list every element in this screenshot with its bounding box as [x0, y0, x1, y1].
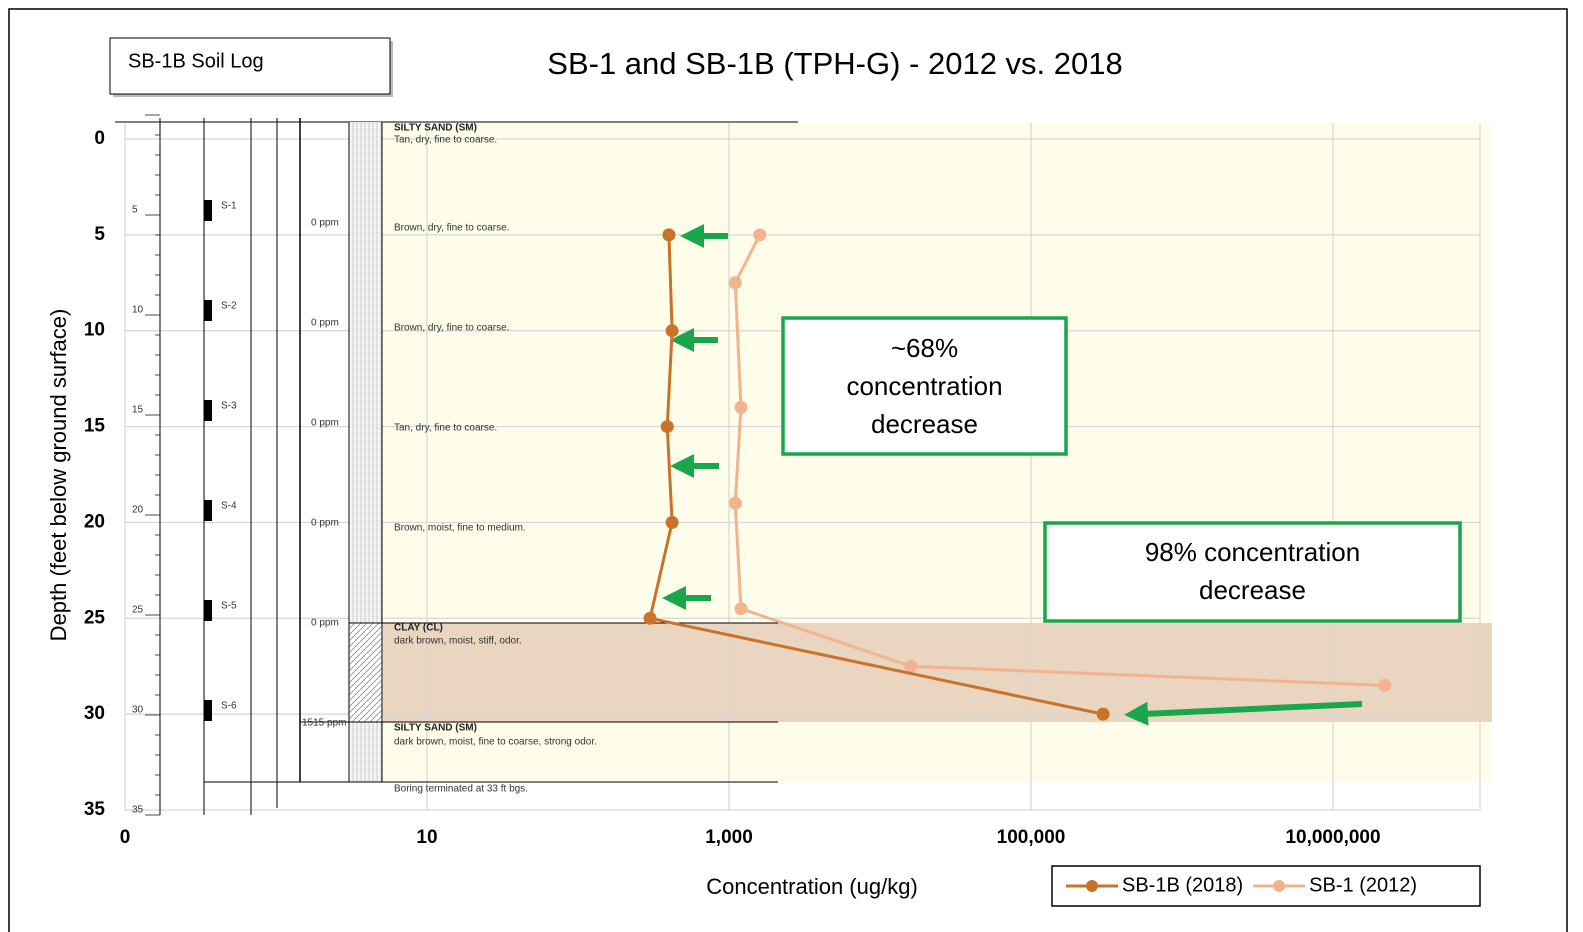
data-point — [734, 602, 748, 616]
data-point — [753, 228, 767, 242]
data-point — [734, 400, 748, 414]
x-tick-label: 10,000,000 — [1285, 827, 1380, 848]
annotation-text: concentration — [846, 371, 1002, 401]
data-point — [643, 611, 657, 625]
series-line — [648, 234, 1104, 716]
sample-label: S-3 — [221, 401, 237, 412]
annotation-text: 98% concentration — [1145, 537, 1360, 567]
log-depth-label: 35 — [132, 805, 144, 816]
log-depth-label: 10 — [132, 305, 144, 316]
legend-swatch — [1273, 880, 1286, 892]
data-point — [662, 228, 676, 242]
sample-ppm: 0 ppm — [311, 518, 339, 529]
soil-description: Tan, dry, fine to coarse. — [394, 135, 497, 146]
y-tick-label: 30 — [84, 703, 105, 724]
data-point — [904, 659, 918, 673]
y-tick-label: 10 — [84, 320, 105, 341]
legend-swatch — [1086, 880, 1098, 892]
soil-description: Brown, dry, fine to coarse. — [394, 223, 509, 234]
annotation-text: decrease — [1199, 575, 1306, 605]
soil-log: 5 10 15 20 25 30 35 S-1 0 ppm S-2 0 ppm S-3 0 ppm S-4… — [115, 114, 798, 816]
sample-ppm: 0 ppm — [311, 618, 339, 629]
sample-ppm: 0 ppm — [311, 318, 339, 329]
frame — [8, 8, 1568, 932]
x-tick-label: 0 — [120, 827, 131, 848]
sample-label: S-4 — [221, 501, 237, 512]
x-tick-label: 10 — [416, 827, 437, 848]
data-point — [665, 324, 679, 338]
soil-description: SILTY SAND (SM) — [394, 123, 477, 134]
soil-description: Brown, moist, fine to medium. — [394, 523, 526, 534]
sample-marker — [204, 300, 212, 321]
log-depth-label: 5 — [132, 205, 138, 216]
sample-marker — [204, 400, 212, 421]
sample-label: S-5 — [221, 601, 237, 612]
legend-label: SB-1 (2012) — [1309, 874, 1417, 896]
soil-description: SILTY SAND (SM) — [394, 723, 477, 734]
y-tick-label: 20 — [84, 511, 105, 532]
annotation-text: ~68% — [891, 333, 958, 363]
data-point — [728, 276, 742, 290]
soil-description: dark brown, moist, stiff, odor. — [394, 636, 522, 647]
sample-marker — [204, 700, 212, 721]
soil-description: Brown, dry, fine to coarse. — [394, 323, 509, 334]
x-tick-label: 1,000 — [705, 827, 753, 848]
sample-ppm: 0 ppm — [311, 218, 339, 229]
y-axis-label: Depth (feet below ground surface) — [46, 309, 71, 642]
soil-description: Boring terminated at 33 ft bgs. — [394, 784, 528, 795]
y-tick-label: 0 — [94, 128, 105, 149]
y-tick-label: 25 — [84, 607, 106, 628]
annotation-box — [1043, 521, 1462, 623]
arrows — [662, 224, 1363, 726]
x-axis-label: Concentration (ug/kg) — [706, 874, 918, 899]
annotation-text: decrease — [871, 409, 978, 439]
data-point — [1378, 678, 1392, 692]
soil-description: Tan, dry, fine to coarse. — [394, 423, 497, 434]
data-point — [660, 420, 674, 434]
x-tick-label: 100,000 — [997, 827, 1066, 848]
y-tick-label: 15 — [84, 416, 106, 437]
chart-title: SB-1 and SB-1B (TPH-G) - 2012 vs. 2018 — [547, 46, 1122, 81]
log-title-box — [109, 37, 391, 95]
sample-marker — [204, 600, 212, 621]
data-point — [665, 515, 679, 529]
log-depth-label: 20 — [132, 505, 144, 516]
annotation-box — [781, 316, 1068, 456]
log-depth-label: 30 — [132, 705, 144, 716]
log-depth-label: 25 — [132, 605, 144, 616]
log-title: SB-1B Soil Log — [128, 50, 264, 72]
data-point — [728, 496, 742, 510]
sample-marker — [204, 500, 212, 521]
sample-label: S-6 — [221, 701, 237, 712]
log-depth-label: 15 — [132, 405, 144, 416]
sample-ppm: 0 ppm — [311, 418, 339, 429]
legend-label: SB-1B (2018) — [1122, 874, 1243, 896]
y-tick-label: 5 — [94, 224, 105, 245]
soil-description: dark brown, moist, fine to coarse, stron… — [394, 737, 597, 748]
soil-description: CLAY (CL) — [394, 623, 443, 634]
data-point — [1096, 707, 1110, 721]
sample-label: S-2 — [221, 301, 237, 312]
sample-ppm: 1515 ppm — [302, 718, 346, 729]
sample-label: S-1 — [221, 201, 237, 212]
sample-marker — [204, 200, 212, 221]
y-tick-label: 35 — [84, 799, 106, 820]
